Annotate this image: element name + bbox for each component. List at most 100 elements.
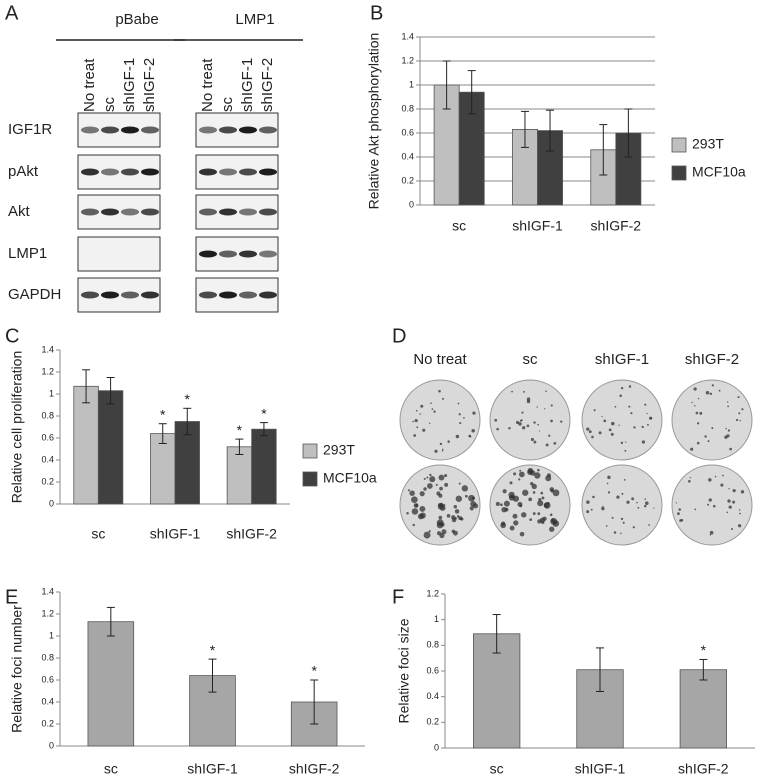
panel-label: A [5, 2, 19, 24]
blot-band [239, 126, 257, 134]
colony [526, 397, 531, 401]
colony [740, 490, 745, 494]
y-tick-label: 1.2 [41, 608, 54, 618]
significance-mark: * [160, 406, 166, 422]
colony [741, 408, 744, 411]
colony [637, 506, 640, 509]
blot-band [259, 126, 277, 134]
colony [644, 403, 647, 406]
colony [620, 517, 624, 521]
colony [696, 422, 700, 425]
blot-band [101, 126, 119, 134]
colony [534, 472, 541, 479]
blot-band [141, 126, 159, 134]
significance-mark: * [311, 663, 317, 679]
legend-swatch [671, 137, 687, 153]
x-tick-label: shIGF-1 [575, 761, 626, 777]
colony [728, 505, 732, 509]
panel-label: E [5, 586, 18, 608]
colony [539, 517, 546, 523]
colony [415, 409, 418, 412]
colony [709, 530, 714, 535]
blot-row-label: LMP1 [8, 245, 47, 262]
colony [519, 469, 522, 472]
y-tick-label: 1 [49, 630, 54, 640]
colony [739, 512, 741, 515]
colony [725, 427, 727, 430]
colony [536, 406, 538, 408]
error-bar [624, 108, 633, 158]
colony [442, 397, 445, 400]
colony [522, 489, 529, 496]
colony [611, 516, 614, 519]
colony [726, 511, 729, 514]
error-bar [492, 614, 501, 654]
y-axis-label: Relative cell proliferation [9, 351, 25, 504]
y-tick-label: 0.4 [41, 696, 54, 706]
colony [434, 449, 438, 453]
x-tick-label: sc [104, 761, 118, 777]
colony [521, 411, 524, 414]
blot-band [199, 291, 217, 299]
colony-column-label: No treat [413, 351, 467, 368]
y-tick-label: 0.2 [401, 175, 414, 185]
dish [671, 464, 753, 546]
colony [628, 385, 632, 388]
colony [429, 476, 436, 483]
colony [439, 502, 444, 507]
legend-swatch [302, 471, 318, 487]
blot-band [259, 168, 277, 176]
blot-band [81, 291, 99, 299]
colony [592, 495, 595, 499]
x-tick-label: shIGF-2 [289, 761, 340, 777]
y-tick-label: 0.4 [426, 691, 439, 701]
colony [607, 491, 611, 494]
panel-label: D [392, 325, 406, 347]
blot-band [121, 291, 139, 299]
legend-label: 293T [692, 136, 724, 152]
colony [709, 534, 712, 536]
colony [691, 401, 693, 404]
colony [496, 427, 499, 431]
blot-band [101, 291, 119, 299]
colony [413, 434, 417, 437]
colony [469, 435, 472, 438]
y-tick-label: 0.6 [401, 127, 414, 137]
colony [538, 430, 541, 432]
bar [679, 669, 727, 749]
y-axis-label: Relative foci number [9, 605, 25, 733]
y-tick-label: 0.6 [426, 665, 439, 675]
y-tick-label: 0 [409, 199, 414, 209]
blot-row-label: Akt [8, 203, 31, 220]
y-tick-label: 0 [49, 740, 54, 750]
colony [643, 504, 647, 508]
blot-band [121, 126, 139, 134]
y-tick-label: 0.8 [426, 640, 439, 650]
colony [553, 442, 557, 445]
colony [460, 517, 463, 520]
colony [632, 526, 635, 529]
colony [436, 521, 444, 529]
colony [472, 411, 476, 415]
colony [458, 482, 461, 485]
colony [732, 489, 736, 493]
blot-row-label: pAkt [8, 163, 39, 180]
colony [678, 508, 682, 511]
colony [438, 474, 445, 481]
lane-label: No treat [199, 58, 216, 112]
blot-band [81, 208, 99, 216]
blot-row-label: IGF1R [8, 121, 52, 138]
y-tick-label: 1.2 [401, 55, 414, 65]
colony [451, 529, 456, 534]
error-bar [310, 679, 319, 725]
colony [613, 531, 617, 534]
colony [693, 387, 697, 391]
colony [454, 509, 460, 514]
blot-band [219, 168, 237, 176]
colony [513, 520, 519, 526]
colony [540, 491, 544, 495]
colony [461, 485, 469, 492]
colony [732, 500, 736, 504]
colony [550, 419, 553, 423]
blot-band [199, 126, 217, 134]
